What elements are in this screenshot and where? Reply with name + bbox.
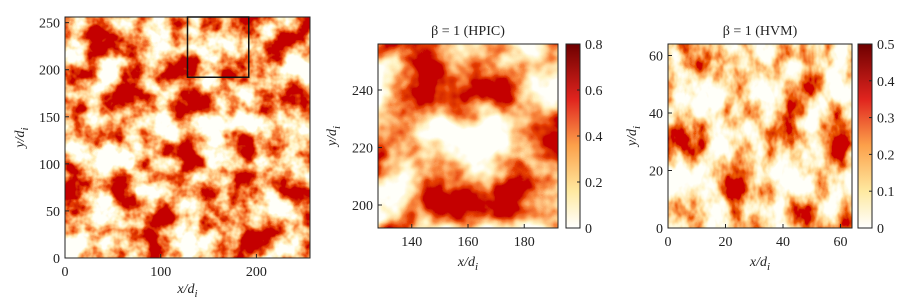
label-base: y/d bbox=[13, 129, 28, 149]
colorbar-tick-label: 0.5 bbox=[877, 38, 895, 53]
colorbar-tick-label: 0 bbox=[585, 222, 592, 237]
colorbar-tick-label: 0.6 bbox=[585, 84, 603, 99]
plot-frame bbox=[667, 43, 853, 229]
panel-title: β = 1 (HVM) bbox=[723, 24, 798, 39]
x-tick-label: 200 bbox=[246, 265, 267, 280]
label-subscript: i bbox=[767, 261, 770, 273]
x-axis-label: x/di bbox=[749, 255, 770, 273]
zoom-box bbox=[186, 16, 250, 78]
heatmap-field bbox=[378, 44, 558, 228]
colorbar-tick-label: 0.1 bbox=[877, 185, 895, 200]
heatmap-field bbox=[668, 44, 852, 228]
colorbar-tick-label: 0.4 bbox=[877, 75, 895, 90]
x-tick-label: 40 bbox=[776, 235, 790, 250]
label-base: x/d bbox=[176, 282, 195, 297]
y-tick-label: 220 bbox=[352, 142, 373, 157]
colorbar-tick-label: 0.3 bbox=[877, 112, 895, 127]
label-base: x/d bbox=[749, 255, 768, 270]
y-tick-label: 200 bbox=[39, 64, 60, 79]
colorbar-tick-label: 0 bbox=[877, 222, 884, 237]
x-tick-label: 100 bbox=[150, 265, 171, 280]
y-tick-label: 50 bbox=[46, 205, 60, 220]
x-tick-label: 60 bbox=[834, 235, 848, 250]
colorbar-tick-label: 0.4 bbox=[585, 130, 603, 145]
y-axis-label: y/di bbox=[325, 126, 343, 148]
x-axis-label: x/di bbox=[457, 255, 478, 273]
panel-title: β = 1 (HPIC) bbox=[431, 24, 505, 39]
y-tick-label: 200 bbox=[352, 199, 373, 214]
x-axis-label: x/di bbox=[176, 282, 197, 300]
y-axis-label: y/di bbox=[625, 126, 643, 148]
y-axis-label: y/di bbox=[13, 127, 31, 149]
label-subscript: i bbox=[475, 261, 478, 273]
y-tick-label: 60 bbox=[649, 50, 663, 65]
x-tick-label: 160 bbox=[458, 235, 479, 250]
y-tick-label: 100 bbox=[39, 158, 60, 173]
label-subscript: i bbox=[195, 288, 198, 300]
label-base: y/d bbox=[325, 128, 340, 148]
label-subscript: i bbox=[19, 127, 31, 130]
x-tick-label: 180 bbox=[514, 235, 535, 250]
y-tick-label: 150 bbox=[39, 111, 60, 126]
x-tick-label: 0 bbox=[62, 265, 69, 280]
y-tick-label: 40 bbox=[649, 107, 663, 122]
y-tick-label: 20 bbox=[649, 165, 663, 180]
colorbar-tick-label: 0.2 bbox=[585, 176, 603, 191]
label-base: y/d bbox=[625, 128, 640, 148]
label-subscript: i bbox=[631, 126, 643, 129]
label-base: x/d bbox=[457, 255, 476, 270]
label-subscript: i bbox=[331, 126, 343, 129]
colorbar-tick-label: 0.8 bbox=[585, 38, 603, 53]
x-tick-label: 20 bbox=[719, 235, 733, 250]
x-tick-label: 0 bbox=[665, 235, 672, 250]
x-tick-label: 140 bbox=[401, 235, 422, 250]
colorbar bbox=[857, 43, 873, 229]
colorbar-tick-label: 0.2 bbox=[877, 148, 895, 163]
y-tick-label: 240 bbox=[352, 84, 373, 99]
y-tick-label: 0 bbox=[53, 252, 60, 267]
y-tick-label: 250 bbox=[39, 17, 60, 32]
y-tick-label: 0 bbox=[656, 222, 663, 237]
